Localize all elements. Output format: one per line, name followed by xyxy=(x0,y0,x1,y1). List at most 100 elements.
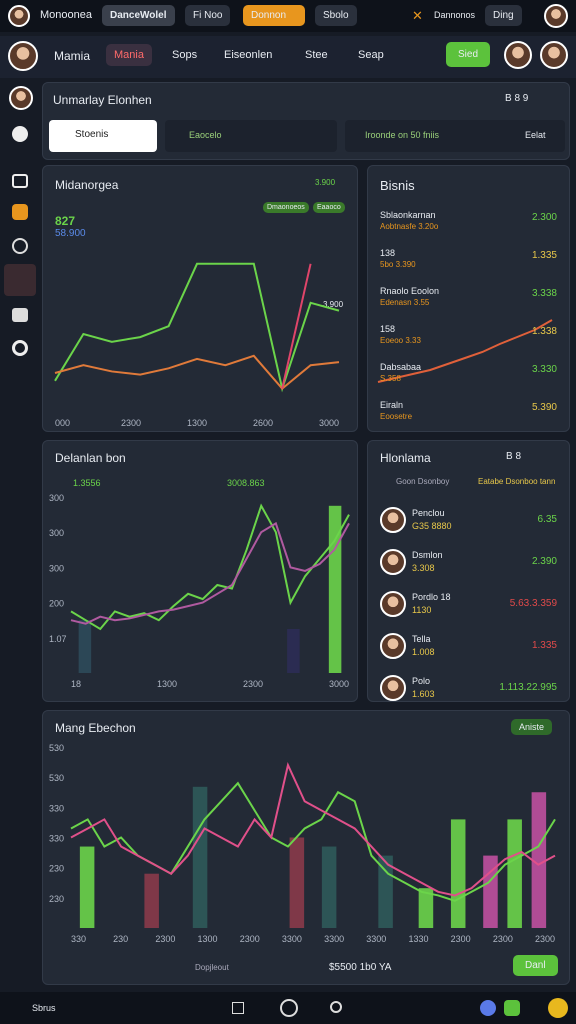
icon-active[interactable] xyxy=(4,264,36,296)
filter-text: Iroonde on 50 fniis xyxy=(365,130,440,140)
footer: Dopjleout xyxy=(195,963,229,972)
nav-item[interactable]: Seap xyxy=(358,49,384,61)
nav-item[interactable]: Sops xyxy=(172,49,198,61)
x-axis-label: 3000 xyxy=(329,679,349,689)
avatar xyxy=(380,591,406,617)
button[interactable]: Danl xyxy=(513,955,558,976)
icon[interactable] xyxy=(12,126,28,142)
select[interactable]: Eelat xyxy=(525,130,546,140)
panel-title: Unmarlay Elonhen xyxy=(53,93,152,107)
chart-card: Mang Ebechon Aniste 530 530 330 330 230 230 33… xyxy=(42,710,570,985)
icon[interactable] xyxy=(480,1000,496,1016)
total: $5500 1b0 YA xyxy=(329,962,392,973)
label: 3.900 xyxy=(323,300,344,309)
icon[interactable] xyxy=(12,238,28,254)
y-axis-label: 230 xyxy=(49,894,64,904)
nav-item[interactable]: Stee xyxy=(305,49,328,61)
card-controls[interactable]: B 8 xyxy=(506,451,522,462)
card-title: Bisnis xyxy=(380,178,415,193)
row-sub: Eoosetre xyxy=(380,412,413,421)
dropdown[interactable]: Stoenis xyxy=(49,120,157,152)
list-card: Bisnis Sblaonkarnan Aobtnasfe 3.20o 2.300 1… xyxy=(367,165,570,432)
panel-controls[interactable]: B 8 9 xyxy=(505,93,529,104)
row-name: Dsmlon xyxy=(412,550,443,560)
filter[interactable]: Iroonde on 50 fniis Eelat xyxy=(345,120,565,152)
row-label: 138 xyxy=(380,248,396,258)
row-value: 5.390 xyxy=(531,402,557,413)
icon[interactable] xyxy=(548,998,568,1018)
brand: Monoonea xyxy=(40,9,92,21)
avatar xyxy=(380,507,406,533)
filter-text: Eaocelo xyxy=(189,130,222,140)
bar xyxy=(192,786,208,928)
nav-item[interactable]: Mamia xyxy=(54,49,91,63)
icon[interactable] xyxy=(12,340,28,356)
bar xyxy=(321,846,337,928)
x-axis-label: 3000 xyxy=(319,418,339,428)
line-series xyxy=(70,762,556,897)
row-value: 1.113.22.995 xyxy=(499,682,557,693)
tab[interactable]: Donnon xyxy=(243,5,305,26)
tab[interactable]: Fi Noo xyxy=(185,5,231,26)
row-name: Pordlo 18 xyxy=(412,592,451,602)
line-series xyxy=(54,354,340,390)
header: Eatabe Dsonboo tann xyxy=(478,477,556,486)
chip[interactable]: 3008.863 xyxy=(227,478,265,488)
icon[interactable]: ✕ xyxy=(412,8,423,23)
x-axis-label: 2300 xyxy=(121,418,141,428)
avatar[interactable] xyxy=(9,86,33,110)
legend-item[interactable]: Dmaonoeos xyxy=(263,202,309,213)
row-label: 158 xyxy=(380,324,396,334)
line-series xyxy=(70,781,556,902)
icon[interactable] xyxy=(12,204,28,220)
row-sub: S.358 xyxy=(380,374,401,383)
line-chart: 300 300 300 200 1.07 18 1300 2300 3000 xyxy=(49,493,350,689)
icon[interactable] xyxy=(504,1000,520,1016)
icon[interactable] xyxy=(232,1002,244,1014)
x-axis-label: 2300 xyxy=(493,934,513,944)
line-chart xyxy=(377,319,553,383)
row-sub: Eoeoo 3.33 xyxy=(380,336,421,345)
x-axis-label: 1300 xyxy=(198,934,218,944)
avatar[interactable] xyxy=(8,5,30,27)
avatar xyxy=(380,675,406,701)
y-axis-label: 330 xyxy=(49,834,64,844)
y-axis-label: 530 xyxy=(49,743,64,753)
row-sub: 5bo 3.390 xyxy=(380,260,416,269)
avatar[interactable] xyxy=(540,41,568,69)
icon[interactable] xyxy=(12,308,28,322)
x-axis-label: 2600 xyxy=(253,418,273,428)
row-value: 3.338 xyxy=(531,288,557,299)
filter[interactable]: Eaocelo xyxy=(165,120,337,152)
row-label: Dabsabaa xyxy=(380,362,422,372)
label: Sbrus xyxy=(32,1003,56,1013)
x-axis-label: 2300 xyxy=(535,934,555,944)
sidebar xyxy=(0,80,38,990)
tab[interactable]: DanceWolel xyxy=(102,5,175,26)
bar xyxy=(328,505,342,673)
icon[interactable] xyxy=(280,999,298,1017)
avatar[interactable] xyxy=(544,4,568,28)
row-sub: G35 8880 xyxy=(412,521,452,531)
legend-item[interactable]: Eaaoco xyxy=(313,202,345,213)
nav-item[interactable]: Mania xyxy=(106,44,152,66)
panel: Unmarlay Elonhen B 8 9 Stoenis Eaocelo I… xyxy=(42,82,570,160)
chip[interactable]: 1.3556 xyxy=(73,478,101,488)
badge[interactable]: Ding xyxy=(485,5,522,26)
button[interactable]: Sied xyxy=(446,42,491,67)
nav-item[interactable]: Eiseonlen xyxy=(224,49,273,61)
badge: 3.900 xyxy=(315,178,336,187)
avatar[interactable] xyxy=(8,41,38,71)
bar xyxy=(450,819,466,928)
line-series xyxy=(281,263,312,389)
icon[interactable] xyxy=(12,174,28,188)
icon[interactable] xyxy=(330,1001,342,1013)
tab[interactable]: Sbolo xyxy=(315,5,357,26)
avatar[interactable] xyxy=(504,41,532,69)
bar xyxy=(78,620,92,673)
button[interactable]: Aniste xyxy=(511,719,553,735)
row-name: Penclou xyxy=(412,508,445,518)
top-bar: Monoonea DanceWolel Fi Noo Donnon Sbolo … xyxy=(0,0,576,32)
row-sub: Edenasn 3.55 xyxy=(380,298,430,307)
